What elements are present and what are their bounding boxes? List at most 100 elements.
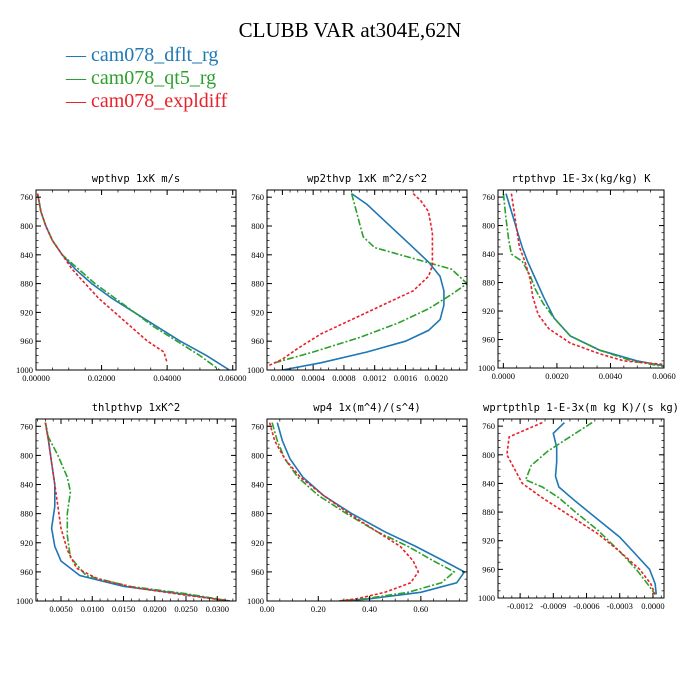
y-tick-label: 960 bbox=[251, 336, 264, 346]
y-tick-label: 760 bbox=[20, 192, 33, 202]
x-tick-label: 0.02000 bbox=[88, 373, 116, 383]
x-tick-label: -0.0009 bbox=[540, 601, 566, 611]
x-tick-label: 0.0100 bbox=[81, 604, 104, 614]
y-tick-label: 1000 bbox=[478, 363, 495, 373]
series-line-qt5 bbox=[44, 422, 230, 601]
x-tick-label: 0.60 bbox=[413, 604, 428, 614]
y-tick-label: 840 bbox=[251, 250, 264, 260]
plot-frame bbox=[497, 418, 665, 599]
y-tick-label: 840 bbox=[20, 480, 33, 490]
y-tick-label: 880 bbox=[251, 279, 264, 289]
y-tick-label: 880 bbox=[251, 509, 264, 519]
x-tick-label: 0.0020 bbox=[545, 371, 568, 381]
y-tick-label: 880 bbox=[20, 279, 33, 289]
x-tick-label: -0.0003 bbox=[607, 601, 633, 611]
y-tick-label: 880 bbox=[482, 278, 495, 288]
x-tick-label: 0.0250 bbox=[174, 604, 197, 614]
y-tick-label: 920 bbox=[20, 307, 33, 317]
plot-frame bbox=[266, 189, 468, 371]
plot-frame bbox=[35, 418, 237, 602]
x-tick-label: 0.0012 bbox=[363, 373, 386, 383]
y-tick-label: 960 bbox=[20, 567, 33, 577]
x-tick-label: 0.40 bbox=[362, 604, 377, 614]
panel-3: rtpthvp 1E-3x(kg/kg) K 760 800 840 880 920 960… bbox=[478, 173, 676, 381]
y-tick-label: 840 bbox=[20, 250, 33, 260]
y-tick-label: 920 bbox=[20, 538, 33, 548]
plot-frame bbox=[497, 189, 665, 369]
x-tick-label: 0.00000 bbox=[22, 373, 50, 383]
x-tick-label: 0.06000 bbox=[219, 373, 247, 383]
panel-title: wprtpthlp 1-E-3x(m kg K)/(s kg) bbox=[483, 402, 679, 414]
series-line-dflt bbox=[505, 193, 664, 367]
y-tick-label: 760 bbox=[482, 192, 495, 202]
y-tick-label: 1000 bbox=[247, 596, 264, 606]
y-tick-label: 960 bbox=[251, 567, 264, 577]
panel-4: thlpthvp 1xK^2 760 800 840 880 920 960 1000 0.00… bbox=[16, 402, 237, 614]
x-tick-label: -0.0006 bbox=[573, 601, 599, 611]
y-tick-label: 800 bbox=[251, 450, 264, 460]
series-line-expldiff bbox=[44, 422, 230, 601]
panel-6: wprtpthlp 1-E-3x(m kg K)/(s kg) 760 800 840… bbox=[478, 402, 679, 611]
series-line-dflt bbox=[552, 422, 658, 595]
series-line-dflt bbox=[276, 422, 466, 601]
y-tick-label: 920 bbox=[482, 306, 495, 316]
y-tick-label: 960 bbox=[20, 336, 33, 346]
panel-5: wp4 1x(m^4)/(s^4)76080084088092096010000… bbox=[247, 402, 468, 614]
x-tick-label: -0.0012 bbox=[507, 601, 533, 611]
series-line-qt5 bbox=[524, 421, 656, 595]
legend-item-dflt: — cam078_dflt_rg bbox=[66, 44, 219, 66]
x-tick-label: 0.04000 bbox=[153, 373, 181, 383]
panel-title: thlpthvp 1xK^2 bbox=[92, 402, 181, 414]
y-tick-label: 840 bbox=[482, 249, 495, 259]
x-tick-label: 0.0150 bbox=[112, 604, 135, 614]
plot-frame bbox=[35, 189, 237, 371]
y-tick-label: 800 bbox=[251, 221, 264, 231]
legend-item-expldiff: — cam078_expldiff bbox=[66, 90, 228, 112]
x-tick-label: 0.0020 bbox=[425, 373, 448, 383]
y-tick-label: 1000 bbox=[16, 365, 33, 375]
x-tick-label: 0.0060 bbox=[652, 371, 675, 381]
x-tick-label: 0.0050 bbox=[49, 604, 72, 614]
y-tick-label: 760 bbox=[251, 192, 264, 202]
y-tick-label: 840 bbox=[251, 480, 264, 490]
y-tick-label: 800 bbox=[20, 450, 33, 460]
y-tick-label: 1000 bbox=[16, 596, 33, 606]
y-tick-label: 880 bbox=[482, 507, 495, 517]
y-tick-label: 920 bbox=[251, 538, 264, 548]
panel-title: wpthvp 1xK m/s bbox=[92, 173, 181, 185]
y-tick-label: 960 bbox=[482, 335, 495, 345]
panel-title: wp2thvp 1xK m^2/s^2 bbox=[307, 173, 427, 185]
y-tick-label: 960 bbox=[482, 564, 495, 574]
x-tick-label: 0.0000 bbox=[492, 371, 515, 381]
y-tick-label: 1000 bbox=[478, 593, 495, 603]
series-line-expldiff bbox=[510, 193, 664, 366]
series-line-expldiff bbox=[268, 422, 420, 601]
series-line-qt5 bbox=[274, 193, 467, 364]
series-line-qt5 bbox=[271, 422, 456, 601]
series-line-qt5 bbox=[36, 193, 221, 370]
x-tick-label: 0.20 bbox=[311, 604, 326, 614]
y-tick-label: 1000 bbox=[247, 365, 264, 375]
y-tick-label: 760 bbox=[251, 421, 264, 431]
series-line-dflt bbox=[44, 422, 230, 601]
y-tick-label: 920 bbox=[251, 307, 264, 317]
series-line-qt5 bbox=[502, 193, 664, 368]
panel-1: wpthvp 1xK m/s 760 800 840 880 920 960 10000.00… bbox=[16, 173, 247, 383]
series-line-expldiff bbox=[36, 193, 168, 364]
x-tick-label: 0.0300 bbox=[206, 604, 229, 614]
x-tick-label: 0.0004 bbox=[301, 373, 325, 383]
chart-title: CLUBB VAR at304E,62N bbox=[238, 18, 462, 42]
x-tick-label: 0.00 bbox=[260, 604, 275, 614]
y-tick-label: 800 bbox=[482, 450, 495, 460]
series-line-expldiff bbox=[267, 193, 434, 368]
y-tick-label: 920 bbox=[482, 536, 495, 546]
series-line-expldiff bbox=[506, 421, 656, 595]
y-tick-label: 880 bbox=[20, 509, 33, 519]
x-tick-label: 0.0040 bbox=[599, 371, 622, 381]
x-tick-label: 0.0000 bbox=[271, 373, 294, 383]
panel-2: wp2thvp 1xK m^2/s^2 760 800 840 880 920 960 100… bbox=[247, 173, 468, 383]
y-tick-label: 840 bbox=[482, 478, 495, 488]
series-line-dflt bbox=[282, 192, 445, 370]
x-tick-label: 0.0008 bbox=[332, 373, 355, 383]
